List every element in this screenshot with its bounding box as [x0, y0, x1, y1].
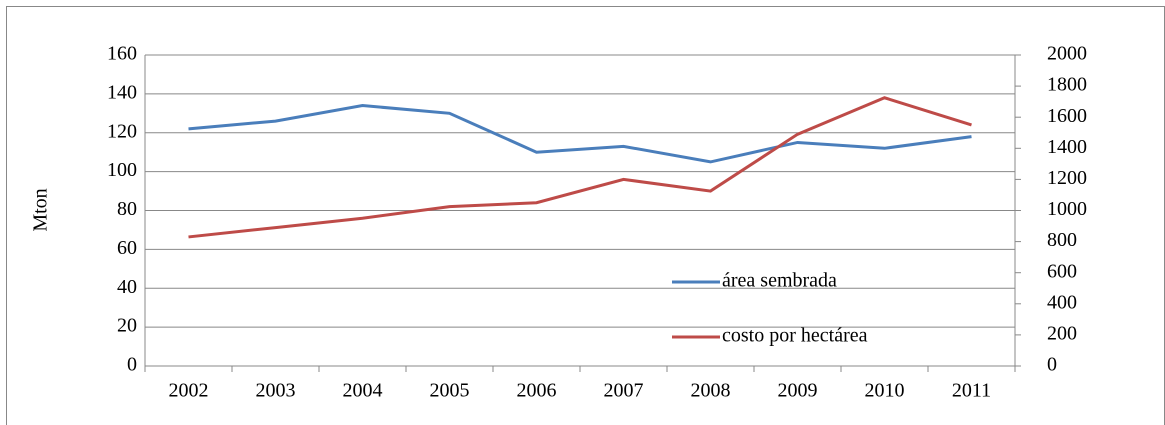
x-tick-label: 2002: [169, 380, 209, 402]
x-tick-label: 2006: [517, 380, 557, 402]
y2-tick-label: 400: [1047, 291, 1077, 313]
y-tick-label: 100: [107, 159, 137, 181]
x-tick-label: 2003: [256, 380, 296, 402]
y-tick-label: 0: [127, 354, 137, 376]
y-tick-label: 140: [107, 81, 137, 103]
y2-tick-label: 800: [1047, 229, 1077, 251]
y2-tick-label: 1000: [1047, 198, 1087, 220]
x-tick-label: 2009: [778, 380, 818, 402]
x-tick-label: 2004: [343, 380, 383, 402]
chart-border: [6, 6, 1165, 425]
y-tick-label: 60: [117, 237, 137, 259]
x-tick-label: 2007: [604, 380, 644, 402]
y2-tick-label: 200: [1047, 322, 1077, 344]
x-tick-label: 2010: [865, 380, 905, 402]
x-tick-label: 2005: [430, 380, 470, 402]
y2-tick-label: 1600: [1047, 105, 1087, 127]
x-tick-label: 2011: [952, 380, 991, 402]
y-tick-label: 40: [117, 276, 137, 298]
series-line: [188, 104, 972, 164]
x-tick-label: 2008: [691, 380, 731, 402]
series-line: [188, 96, 972, 239]
y-axis-label: Mton: [30, 188, 52, 231]
legend-label: área sembrada: [722, 270, 837, 292]
y2-tick-label: 0: [1047, 354, 1057, 376]
y-tick-label: 120: [107, 120, 137, 142]
y2-tick-label: 2000: [1047, 43, 1087, 65]
y-tick-label: 20: [117, 315, 137, 337]
y2-tick-label: 600: [1047, 260, 1077, 282]
y-tick-label: 160: [107, 43, 137, 65]
legend-label: costo por hectárea: [722, 325, 868, 347]
y2-tick-label: 1800: [1047, 74, 1087, 96]
y2-tick-label: 1200: [1047, 167, 1087, 189]
y-tick-label: 80: [117, 198, 137, 220]
y2-tick-label: 1400: [1047, 136, 1087, 158]
